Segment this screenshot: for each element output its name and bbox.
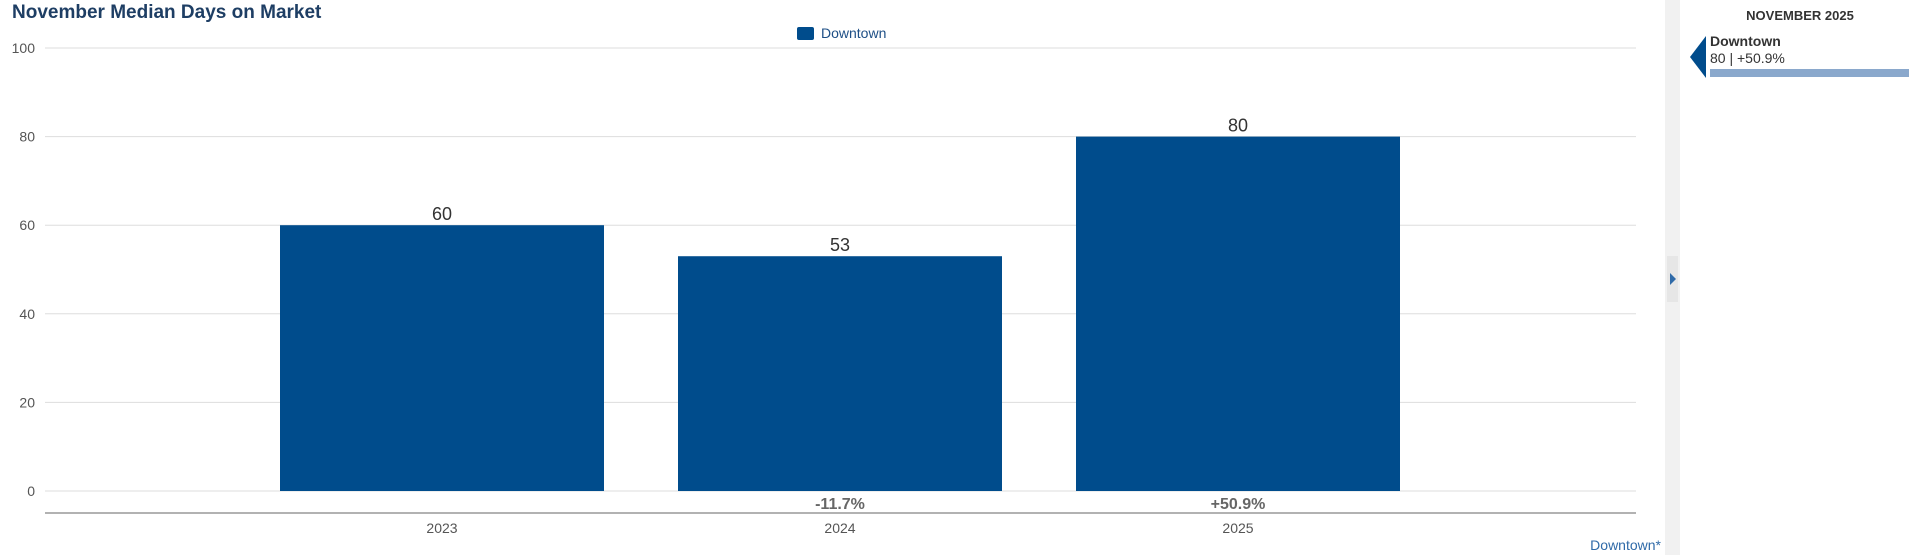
data-label-2023: 60 [432, 204, 452, 224]
pointer-arrow-icon [1690, 36, 1706, 78]
x-tick-label-2024: 2024 [824, 520, 855, 536]
side-entry-bar-fill [1710, 69, 1909, 77]
y-tick-label-20: 20 [19, 394, 35, 410]
legend[interactable]: Downtown [797, 25, 886, 41]
bar-chart: 0 20 40 60 80 100 60 2023 53 -11.7% 2024 80 +50.9% 20… [12, 40, 1636, 536]
change-label-2025: +50.9% [1211, 496, 1266, 513]
data-label-2025: 80 [1228, 116, 1248, 136]
collapse-panel-handle[interactable] [1667, 256, 1678, 302]
y-tick-label-40: 40 [19, 306, 35, 322]
y-tick-label-80: 80 [19, 129, 35, 145]
change-label-2024: -11.7% [815, 496, 865, 513]
chevron-right-icon [1669, 273, 1676, 285]
side-entry-bar-track [1710, 69, 1909, 77]
side-panel-title: NOVEMBER 2025 [1746, 8, 1854, 23]
side-entry-value: 80 | +50.9% [1710, 50, 1785, 66]
data-label-2024: 53 [830, 235, 850, 255]
bar-2025[interactable] [1076, 136, 1400, 491]
side-panel: NOVEMBER 2025 Downtown 80 | +50.9% [1680, 0, 1920, 560]
side-entry-name: Downtown [1710, 33, 1781, 49]
chart-title: November Median Days on Market [12, 2, 322, 23]
x-tick-label-2025: 2025 [1222, 520, 1253, 536]
y-tick-label-100: 100 [12, 40, 36, 56]
side-panel-entry-downtown[interactable]: Downtown 80 | +50.9% [1710, 33, 1910, 77]
x-tick-label-2023: 2023 [426, 520, 457, 536]
source-label[interactable]: Downtown* [1590, 537, 1661, 553]
bar-2024[interactable] [678, 256, 1002, 491]
bar-2023[interactable] [280, 225, 604, 491]
legend-label-downtown: Downtown [821, 25, 887, 41]
chart-panel: 0 20 40 60 80 100 60 2023 53 -11.7% 2024 80 +50.9% 20… [12, 2, 1661, 553]
y-tick-label-60: 60 [19, 217, 35, 233]
y-tick-label-0: 0 [27, 483, 35, 499]
legend-swatch-downtown [797, 26, 814, 40]
